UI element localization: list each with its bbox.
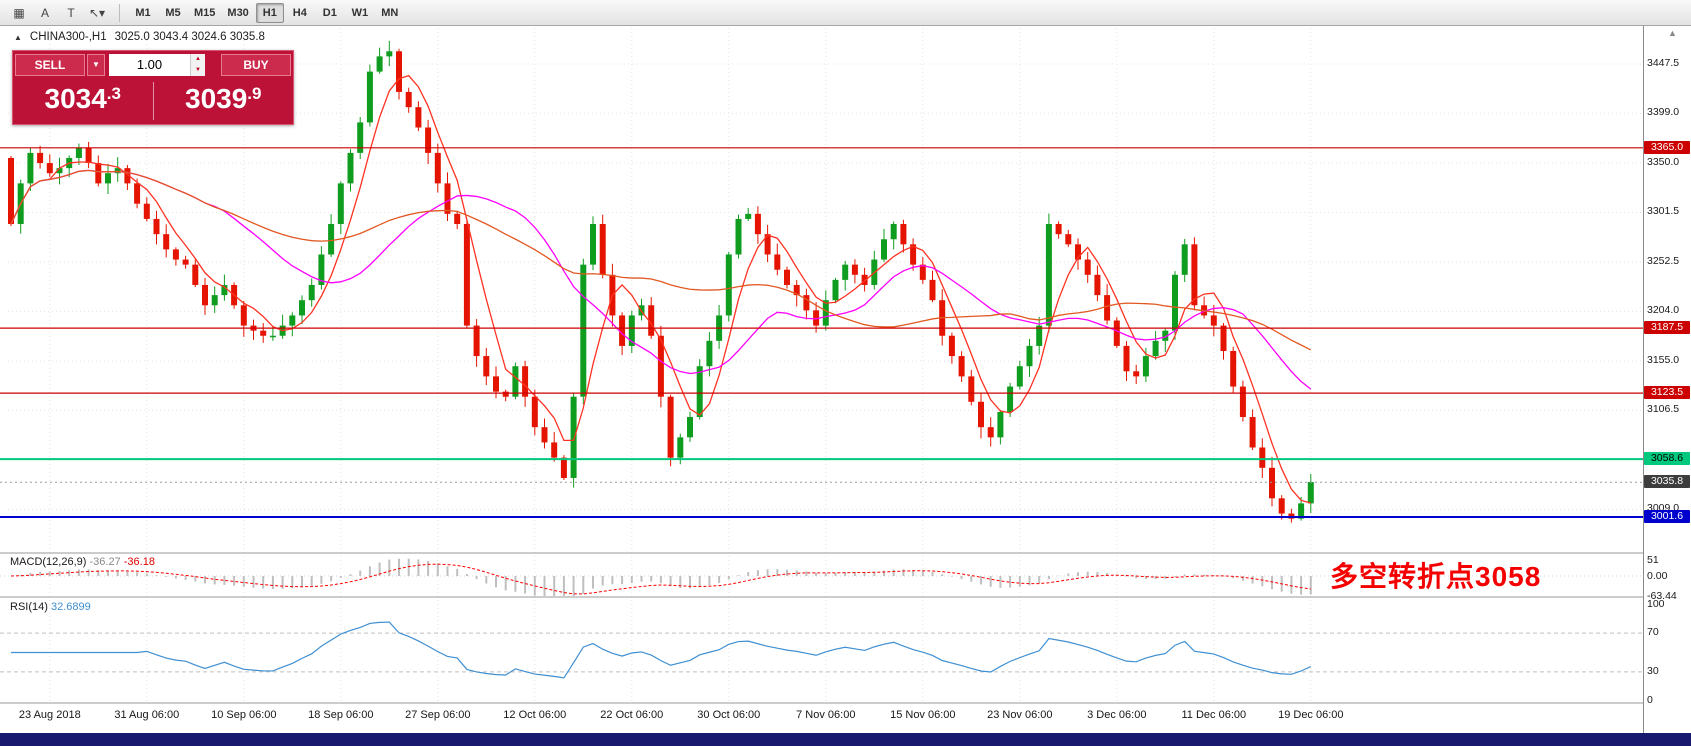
axis-tick-label: 51 — [1647, 554, 1659, 566]
main-toolbar: ▦ A T ↖▾ M1 M5 M15 M30 H1 H4 D1 W1 MN — [0, 0, 1691, 26]
rsi-params: RSI(14) — [10, 601, 48, 613]
timeframe-button-m1[interactable]: M1 — [135, 6, 151, 19]
buy-price-main: 3039 — [185, 83, 248, 114]
volume-dropdown-button[interactable]: ▼ — [87, 53, 105, 76]
price-tag: 3035.8 — [1644, 475, 1690, 489]
cursor-dropdown-tool-icon[interactable]: ↖▾ — [88, 5, 106, 20]
volume-spinner: ▲ ▼ — [190, 53, 205, 76]
axis-tick-label: 3204.0 — [1647, 304, 1680, 317]
timeframe-button-w1[interactable]: W1 — [351, 6, 369, 19]
volume-input[interactable] — [109, 53, 190, 76]
volume-field-wrap: ▲ ▼ — [109, 53, 205, 76]
grid-tool-icon[interactable]: ▦ — [13, 5, 25, 20]
time-tick-label: 10 Sep 06:00 — [211, 709, 277, 721]
axis-tick-label: 30 — [1647, 664, 1659, 677]
price-tag: 3001.6 — [1644, 509, 1690, 523]
axis-tick-label: 3447.5 — [1647, 57, 1680, 69]
macd-main-value: -36.27 — [89, 556, 121, 568]
time-tick-label: 27 Sep 06:00 — [405, 709, 471, 721]
one-click-trading-panel: SELL ▼ ▲ ▼ BUY 3034 .3 3039 .9 — [12, 50, 294, 125]
buy-price-fraction: .9 — [247, 84, 262, 103]
timeframe-button-m5[interactable]: M5 — [165, 6, 181, 19]
trade-panel-prices: 3034 .3 3039 .9 — [13, 78, 293, 124]
time-tick-label: 12 Oct 06:00 — [503, 709, 567, 721]
time-tick-label: 31 Aug 06:00 — [114, 709, 180, 721]
time-axis[interactable]: 23 Aug 2018 31 Aug 06:00 10 Sep 06:00 18 Se… — [0, 704, 1643, 728]
price-axis[interactable]: 3447.5 3399.0 3350.0 3301.5 3252.5 3204.0 3155… — [1644, 26, 1691, 733]
time-tick-label: 18 Sep 06:00 — [308, 709, 374, 721]
text-label-tool-icon[interactable]: T — [67, 5, 75, 20]
price-tag: 3365.0 — [1644, 140, 1690, 154]
sell-price-main: 3034 — [44, 83, 107, 114]
sell-price[interactable]: 3034 .3 — [13, 78, 153, 124]
axis-tick-label: 3350.0 — [1647, 156, 1680, 169]
rsi-indicator-label: RSI(14) 32.6899 — [10, 601, 91, 613]
sell-price-fraction: .3 — [106, 84, 121, 103]
volume-increment-button[interactable]: ▲ — [190, 53, 205, 65]
timeframe-button-m15[interactable]: M15 — [194, 6, 216, 19]
time-tick-label: 3 Dec 06:00 — [1087, 709, 1147, 721]
time-tick-label: 23 Aug 2018 — [18, 709, 81, 721]
macd-signal-value: -36.18 — [123, 556, 155, 568]
timeframe-button-mn[interactable]: MN — [381, 6, 399, 19]
trade-panel-divider — [152, 82, 154, 120]
trade-panel-controls: SELL ▼ ▲ ▼ BUY — [13, 51, 293, 78]
text-a-tool-icon[interactable]: A — [40, 5, 49, 20]
time-tick-label: 15 Nov 06:00 — [890, 709, 956, 721]
one-click-expander-icon[interactable]: ▲ — [14, 32, 22, 42]
scroll-up-icon[interactable]: ▲ — [1668, 28, 1677, 38]
time-tick-label: 11 Dec 06:00 — [1181, 709, 1247, 721]
time-tick-label: 22 Oct 06:00 — [600, 709, 664, 721]
macd-indicator-label: MACD(12,26,9) -36.27 -36.18 — [10, 556, 155, 568]
axis-tick-label: 3252.5 — [1647, 255, 1680, 268]
macd-params: MACD(12,26,9) — [10, 556, 87, 568]
sell-button[interactable]: SELL — [15, 53, 85, 76]
timeframe-button-m30[interactable]: M30 — [227, 6, 249, 19]
axis-tick-label: 3106.5 — [1647, 403, 1680, 416]
axis-tick-label: 3301.5 — [1647, 205, 1680, 218]
time-tick-label: 7 Nov 06:00 — [796, 709, 856, 721]
chart-annotation: 多空转折点3058 — [1330, 561, 1542, 592]
price-tag: 3123.5 — [1644, 386, 1690, 400]
axis-tick-label: 0.00 — [1647, 570, 1668, 582]
drawing-tools-group: ▦ A T ↖▾ — [6, 3, 110, 23]
axis-tick-label: 3155.0 — [1647, 354, 1680, 367]
axis-tick-label: 0 — [1647, 694, 1653, 706]
timeframe-button-h4[interactable]: H4 — [292, 6, 307, 19]
axis-tick-label: 3399.0 — [1647, 106, 1680, 119]
axis-tick-label: -63.44 — [1647, 590, 1677, 602]
volume-decrement-button[interactable]: ▼ — [190, 64, 205, 76]
time-tick-label: 23 Nov 06:00 — [987, 709, 1053, 721]
chart-ohlc-label: 3025.0 3043.4 3024.6 3035.8 — [114, 31, 265, 43]
chart-header: ▲ CHINA300-,H1 3025.0 3043.4 3024.6 3035… — [14, 31, 265, 43]
price-axis-border — [1643, 26, 1644, 733]
buy-price[interactable]: 3039 .9 — [154, 78, 294, 124]
rsi-value: 32.6899 — [50, 601, 91, 613]
time-tick-label: 19 Dec 06:00 — [1278, 709, 1344, 721]
chart-symbol-label: CHINA300-,H1 — [29, 31, 107, 43]
timeframe-button-h1[interactable]: H1 — [255, 2, 284, 23]
toolbar-separator — [119, 3, 120, 22]
price-tag: 3187.5 — [1644, 321, 1690, 335]
price-tag: 3058.6 — [1644, 452, 1690, 466]
bottom-bar — [0, 733, 1691, 746]
axis-tick-label: 70 — [1647, 626, 1659, 639]
buy-button[interactable]: BUY — [221, 53, 291, 76]
timeframe-button-d1[interactable]: D1 — [322, 6, 337, 19]
axis-tick-label: 100 — [1647, 598, 1665, 610]
timeframe-buttons-group: M1 M5 M15 M30 H1 H4 D1 W1 MN — [129, 2, 404, 23]
time-tick-label: 30 Oct 06:00 — [697, 709, 761, 721]
